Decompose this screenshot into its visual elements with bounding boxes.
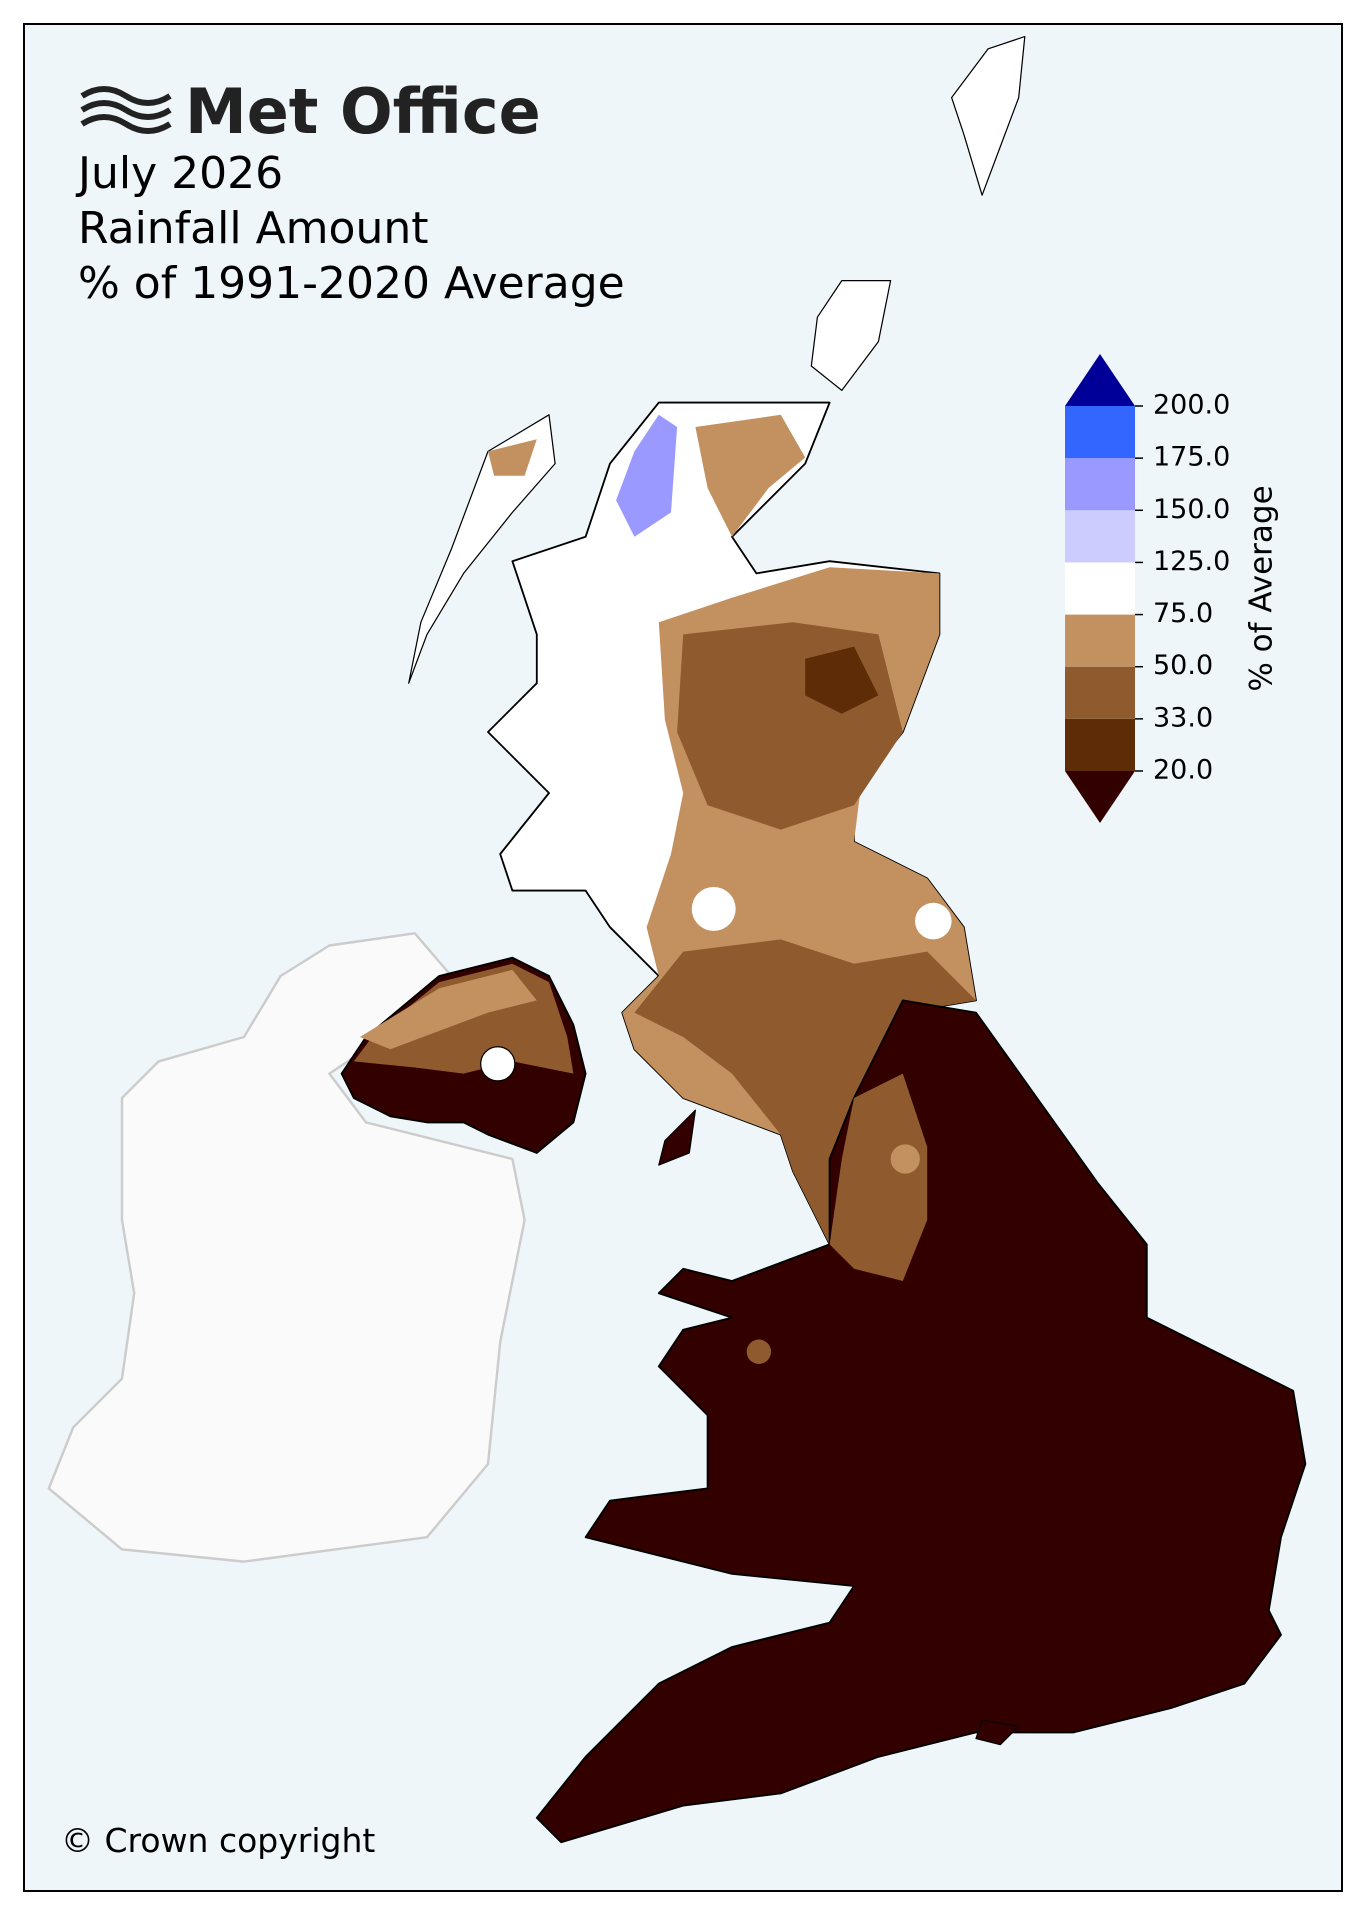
ireland (47, 932, 526, 1563)
rain-zone (488, 439, 537, 476)
island (950, 35, 1026, 196)
colorbar-tick-label: 175.0 (1153, 442, 1230, 473)
colorbar-over (1065, 354, 1135, 406)
colorbar-tick-label: 150.0 (1153, 494, 1230, 525)
colorbar-segment (1065, 614, 1135, 667)
colorbar-segment (1065, 718, 1135, 771)
colorbar-under (1065, 771, 1135, 823)
map-geography (47, 35, 1307, 1844)
rain-zone (805, 646, 879, 714)
title-line: % of 1991-2020 Average (78, 258, 625, 309)
lough (480, 1046, 516, 1082)
rain-zone (915, 902, 952, 940)
colorbar-segment (1065, 562, 1135, 615)
colorbar: 20.0 33.0 50.0 75.0 125.0 150.0 175.0 200.0 % of… (1065, 354, 1280, 823)
rain-zone (746, 1339, 772, 1364)
rain-zone (890, 1144, 920, 1174)
island (658, 1109, 697, 1166)
colorbar-title: % of Average (1244, 485, 1280, 691)
colorbar-tick-label: 200.0 (1153, 390, 1230, 421)
rain-zone (829, 1073, 928, 1281)
england-wales (535, 999, 1307, 1844)
colorbar-tick-label: 75.0 (1153, 598, 1213, 629)
title-line: July 2026 (75, 148, 283, 199)
logo-mark (80, 86, 172, 134)
colorbar-segment (1065, 406, 1135, 459)
rain-zone (695, 414, 806, 537)
island (408, 414, 556, 684)
rain-zone (691, 886, 736, 931)
island (810, 279, 892, 392)
rain-zone (359, 969, 537, 1050)
copyright: © Crown copyright (61, 1821, 375, 1860)
colorbar-segment (1065, 666, 1135, 719)
colorbar-segment (1065, 510, 1135, 563)
colorbar-tick-label: 33.0 (1153, 702, 1213, 733)
rain-zone (616, 414, 678, 537)
colorbar-segment (1065, 458, 1135, 511)
title-line: Rainfall Amount (78, 203, 428, 254)
logo-text: Met Office (185, 75, 541, 148)
rain-zone (634, 939, 976, 1245)
colorbar-tick-label: 50.0 (1153, 650, 1213, 681)
island (975, 1719, 1020, 1746)
colorbar-tick-label: 20.0 (1153, 755, 1213, 786)
colorbar-tick-label: 125.0 (1153, 546, 1230, 577)
